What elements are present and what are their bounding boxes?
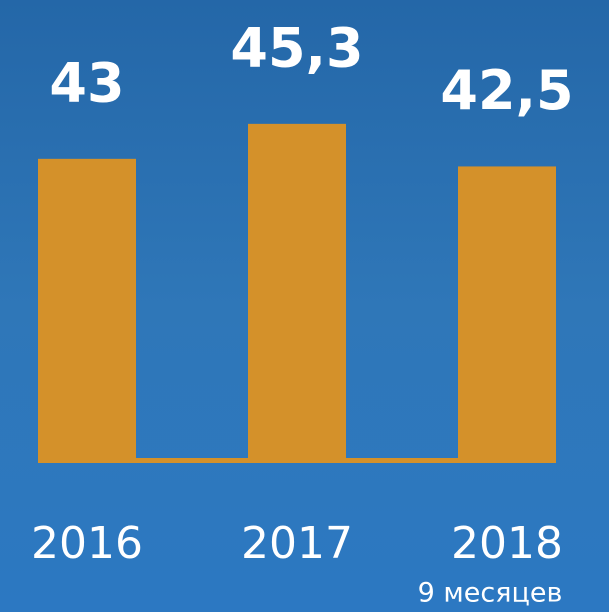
bar <box>38 158 136 464</box>
annotation: 9 месяцев <box>418 578 563 609</box>
data-label: 45,3 <box>230 16 363 79</box>
bar <box>248 123 346 464</box>
x-tick-label: 2017 <box>241 518 353 569</box>
x-tick-label: 2018 <box>451 518 563 569</box>
bar <box>458 166 556 463</box>
data-label: 43 <box>49 51 124 114</box>
x-tick-label: 2016 <box>31 518 143 569</box>
data-label: 42,5 <box>440 59 573 122</box>
